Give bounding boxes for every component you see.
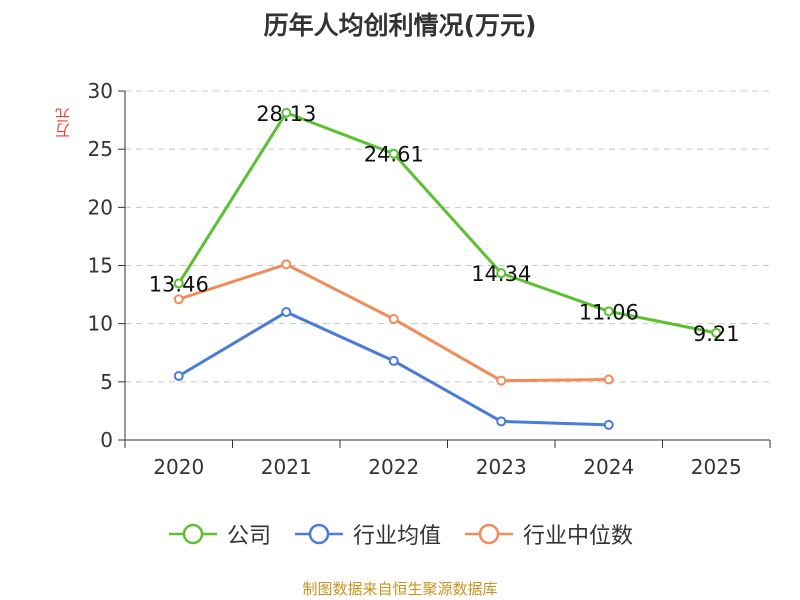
data-point bbox=[496, 416, 507, 427]
data-point bbox=[281, 107, 292, 118]
grid-lines bbox=[125, 90, 770, 383]
data-point bbox=[173, 371, 184, 382]
legend-label: 行业中位数 bbox=[523, 524, 634, 549]
data-point bbox=[603, 306, 614, 317]
legend-label: 行业均值 bbox=[352, 524, 441, 549]
legend-swatch-icon bbox=[168, 523, 217, 545]
y-tick-label: 0 bbox=[100, 428, 113, 452]
data-label: 24.61 bbox=[364, 143, 424, 167]
x-tick-label: 2023 bbox=[476, 455, 527, 479]
legend-swatch-marker bbox=[478, 523, 500, 545]
data-label: 28.13 bbox=[256, 102, 316, 126]
data-point bbox=[711, 327, 722, 338]
data-point bbox=[496, 375, 507, 386]
y-tick-label: 20 bbox=[88, 195, 113, 219]
data-point bbox=[603, 419, 614, 430]
x-tick-label: 2025 bbox=[691, 455, 742, 479]
data-point bbox=[388, 355, 399, 366]
x-tick-label: 2021 bbox=[261, 455, 312, 479]
y-tick-label: 10 bbox=[88, 312, 113, 336]
legend-item[interactable]: 行业中位数 bbox=[463, 518, 633, 550]
y-tick-label: 25 bbox=[88, 137, 113, 161]
data-label: 11.06 bbox=[579, 300, 639, 324]
data-label: 14.34 bbox=[471, 262, 531, 286]
legend-swatch-marker bbox=[182, 523, 204, 545]
legend: 公司 行业均值 行业中位数 bbox=[0, 518, 800, 550]
data-point bbox=[173, 278, 184, 289]
x-tick-label: 2024 bbox=[583, 455, 634, 479]
data-point bbox=[603, 374, 614, 385]
data-point bbox=[281, 307, 292, 318]
series-line-1 bbox=[177, 310, 609, 427]
series-lines bbox=[173, 107, 722, 430]
legend-swatch-icon bbox=[465, 523, 513, 545]
source-note: 制图数据来自恒生聚源数据库 bbox=[302, 580, 498, 598]
y-tick-label: 30 bbox=[88, 79, 113, 103]
legend-item[interactable]: 行业均值 bbox=[293, 518, 441, 550]
x-tick-label: 2020 bbox=[153, 455, 204, 479]
legend-item[interactable]: 公司 bbox=[167, 518, 271, 550]
data-point bbox=[388, 148, 399, 159]
data-point bbox=[496, 268, 507, 279]
legend-label: 公司 bbox=[226, 524, 271, 549]
data-point bbox=[173, 294, 184, 305]
series-line-0 bbox=[177, 111, 717, 335]
y-tick-label: 15 bbox=[88, 254, 113, 278]
x-tick-label: 2022 bbox=[368, 455, 419, 479]
legend-swatch-marker bbox=[308, 523, 330, 545]
chart-title: 历年人均创利情况(万元) bbox=[263, 11, 537, 40]
data-labels: 13.46 28.13 24.61 14.34 11.06 9.21 bbox=[149, 102, 740, 346]
data-label: 13.46 bbox=[149, 272, 209, 296]
data-point bbox=[281, 259, 292, 270]
data-point bbox=[388, 314, 399, 325]
data-label: 9.21 bbox=[693, 322, 740, 346]
y-tick-label: 5 bbox=[100, 370, 113, 394]
legend-swatch-icon bbox=[294, 523, 343, 545]
